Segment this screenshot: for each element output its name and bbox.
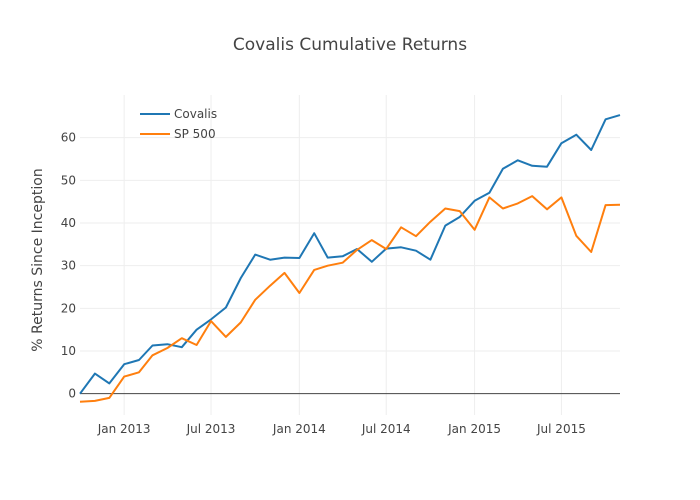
gridlines — [80, 95, 620, 415]
y-tick-label: 50 — [61, 173, 76, 187]
x-tick-label: Jan 2013 — [97, 422, 151, 436]
x-tick-label: Jul 2015 — [536, 422, 586, 436]
y-tick-label: 60 — [61, 131, 76, 145]
legend-label: SP 500 — [174, 127, 216, 141]
x-tick-label: Jul 2013 — [186, 422, 236, 436]
legend: Covalis SP 500 — [140, 107, 217, 141]
y-tick-label: 30 — [61, 259, 76, 273]
x-axis-ticks: Jan 2013 Jul 2013 Jan 2014 Jul 2014 Jan 2015… — [97, 422, 586, 436]
y-tick-label: 10 — [61, 344, 76, 358]
legend-label: Covalis — [174, 107, 217, 121]
x-tick-label: Jan 2014 — [272, 422, 326, 436]
series-line-sp500 — [79, 195, 621, 403]
y-tick-label: 40 — [61, 216, 76, 230]
series-line-covalis — [79, 114, 621, 395]
x-tick-label: Jan 2015 — [447, 422, 501, 436]
series-lines — [79, 114, 621, 403]
y-tick-label: 20 — [61, 301, 76, 315]
x-tick-label: Jul 2014 — [361, 422, 411, 436]
y-axis-ticks: 0 10 20 30 40 50 60 — [61, 131, 76, 401]
y-tick-label: 0 — [68, 387, 76, 401]
y-axis-title: % Returns Since Inception — [30, 168, 46, 351]
chart-title: Covalis Cumulative Returns — [233, 35, 467, 55]
